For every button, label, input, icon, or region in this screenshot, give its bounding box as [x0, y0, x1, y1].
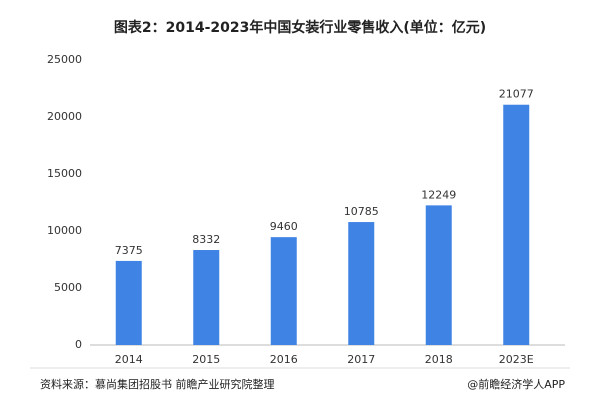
x-tick-label: 2018 — [425, 353, 453, 366]
bar — [115, 260, 142, 345]
x-tick-label: 2014 — [115, 353, 143, 366]
y-tick-label: 25000 — [47, 53, 82, 66]
x-tick-label: 2015 — [192, 353, 220, 366]
bar — [348, 222, 375, 345]
data-label: 12249 — [421, 188, 456, 201]
bar — [193, 250, 220, 345]
bar — [270, 237, 297, 345]
y-tick-label: 5000 — [54, 281, 82, 294]
y-tick-label: 0 — [75, 338, 82, 351]
bar — [503, 104, 530, 345]
data-label: 9460 — [270, 220, 298, 233]
x-tick-label: 2017 — [347, 353, 375, 366]
y-tick-label: 10000 — [47, 224, 82, 237]
y-tick-label: 15000 — [47, 167, 82, 180]
source-note: 资料来源：慕尚集团招股书 前瞻产业研究院整理 — [40, 377, 275, 391]
data-label: 21077 — [499, 88, 534, 101]
data-label: 7375 — [115, 244, 143, 257]
data-label: 10785 — [344, 205, 379, 218]
x-tick-label: 2016 — [270, 353, 298, 366]
bar — [425, 205, 452, 345]
credit: @前瞻经济学人APP — [467, 377, 565, 391]
x-tick-label: 2023E — [499, 353, 534, 366]
chart-title: 图表2：2014-2023年中国女装行业零售收入(单位：亿元) — [114, 19, 486, 36]
y-tick-label: 20000 — [47, 110, 82, 123]
data-label: 8332 — [192, 233, 220, 246]
